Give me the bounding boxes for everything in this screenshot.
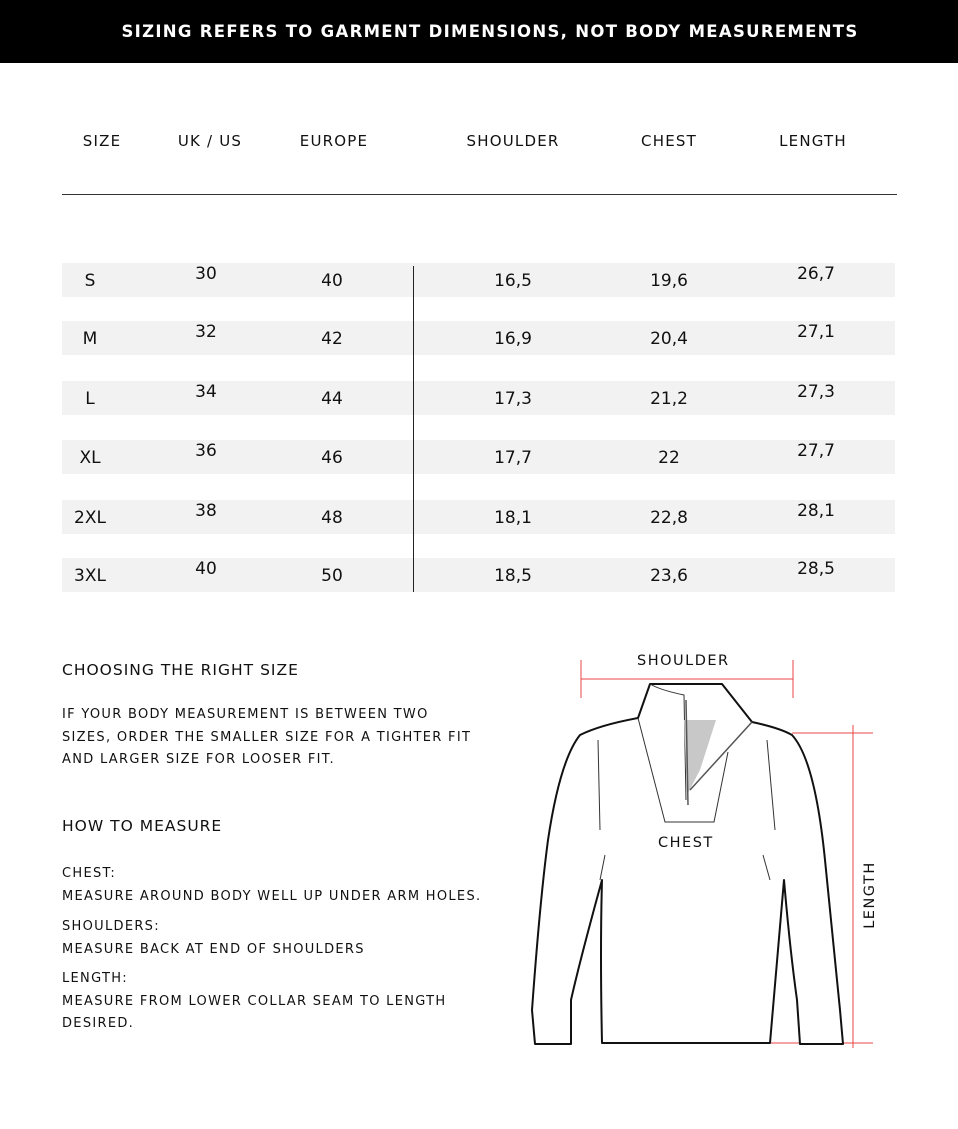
table-cell: 46 bbox=[321, 448, 343, 468]
table-cell: 26,7 bbox=[797, 264, 835, 284]
chest-label: CHEST bbox=[658, 835, 714, 851]
choosing-text: IF YOUR BODY MEASUREMENT IS BETWEEN TWO … bbox=[62, 704, 502, 772]
table-cell: 16,9 bbox=[494, 329, 532, 349]
table-cell: 27,3 bbox=[797, 382, 835, 402]
banner: SIZING REFERS TO GARMENT DIMENSIONS, NOT… bbox=[0, 0, 958, 63]
label: SHOULDERS: bbox=[62, 919, 160, 934]
length-label: LENGTH bbox=[862, 861, 878, 929]
text-line: SIZES, ORDER THE SMALLER SIZE FOR A TIGH… bbox=[62, 729, 472, 745]
table-cell: 16,5 bbox=[494, 271, 532, 291]
text-line: MEASURE AROUND BODY WELL UP UNDER ARM HO… bbox=[62, 888, 482, 904]
table-cell: 18,1 bbox=[494, 508, 532, 528]
table-row bbox=[62, 321, 895, 355]
sweater-details bbox=[597, 683, 776, 881]
sweater-outline bbox=[531, 683, 844, 1045]
shoulder-label: SHOULDER bbox=[637, 653, 730, 669]
label: CHEST: bbox=[62, 866, 117, 881]
table-cell: 42 bbox=[321, 329, 343, 349]
column-header: EUROPE bbox=[299, 132, 369, 150]
header-divider bbox=[62, 194, 897, 195]
column-header: SHOULDER bbox=[466, 132, 560, 150]
table-cell: 32 bbox=[195, 322, 217, 342]
table-cell: 50 bbox=[321, 566, 343, 586]
table-cell: 18,5 bbox=[494, 566, 532, 586]
table-cell: 17,3 bbox=[494, 389, 532, 409]
table-cell: 40 bbox=[195, 559, 217, 579]
table-cell: 22,8 bbox=[650, 508, 688, 528]
table-cell: 40 bbox=[321, 271, 343, 291]
table-cell: XL bbox=[79, 448, 101, 468]
table-cell: 44 bbox=[321, 389, 343, 409]
table-cell: 27,1 bbox=[797, 322, 835, 342]
column-divider bbox=[413, 266, 414, 592]
table-cell: 28,1 bbox=[797, 501, 835, 521]
zipper-inside bbox=[684, 720, 716, 795]
choosing-title: CHOOSING THE RIGHT SIZE bbox=[62, 661, 299, 679]
text-line: MEASURE BACK AT END OF SHOULDERS bbox=[62, 941, 365, 957]
text-line: DESIRED. bbox=[62, 1016, 135, 1031]
table-cell: 34 bbox=[195, 382, 217, 402]
table-cell: S bbox=[84, 271, 96, 291]
table-cell: L bbox=[85, 389, 95, 409]
table-cell: 19,6 bbox=[650, 271, 688, 291]
table-cell: 20,4 bbox=[650, 329, 688, 349]
measure-chest: CHEST: MEASURE AROUND BODY WELL UP UNDER… bbox=[62, 863, 502, 908]
table-cell: 38 bbox=[195, 501, 217, 521]
label: LENGTH: bbox=[62, 971, 128, 986]
column-header: SIZE bbox=[82, 132, 122, 150]
column-header: CHEST bbox=[641, 132, 697, 150]
table-row bbox=[62, 263, 895, 297]
table-cell: 48 bbox=[321, 508, 343, 528]
text-line: MEASURE FROM LOWER COLLAR SEAM TO LENGTH bbox=[62, 993, 447, 1009]
measure-title: HOW TO MEASURE bbox=[62, 817, 223, 835]
zipper-icon bbox=[685, 699, 753, 806]
table-cell: M bbox=[82, 329, 98, 349]
table-cell: 23,6 bbox=[650, 566, 688, 586]
measure-length: LENGTH: MEASURE FROM LOWER COLLAR SEAM T… bbox=[62, 968, 502, 1036]
text-line: AND LARGER SIZE FOR LOOSER FIT. bbox=[62, 752, 335, 767]
table-row bbox=[62, 558, 895, 592]
text-line: IF YOUR BODY MEASUREMENT IS BETWEEN TWO bbox=[62, 707, 429, 722]
table-cell: 3XL bbox=[74, 566, 106, 586]
table-row bbox=[62, 381, 895, 415]
table-row bbox=[62, 500, 895, 534]
table-cell: 36 bbox=[195, 441, 217, 461]
table-row bbox=[62, 440, 895, 474]
table-cell: 2XL bbox=[74, 508, 106, 528]
table-cell: 30 bbox=[195, 264, 217, 284]
column-header: UK / US bbox=[177, 132, 243, 150]
table-cell: 21,2 bbox=[650, 389, 688, 409]
measure-shoulders: SHOULDERS: MEASURE BACK AT END OF SHOULD… bbox=[62, 916, 502, 961]
table-cell: 22 bbox=[658, 448, 680, 468]
table-cell: 17,7 bbox=[494, 448, 532, 468]
table-cell: 28,5 bbox=[797, 559, 835, 579]
column-header: LENGTH bbox=[779, 132, 847, 150]
table-cell: 27,7 bbox=[797, 441, 835, 461]
